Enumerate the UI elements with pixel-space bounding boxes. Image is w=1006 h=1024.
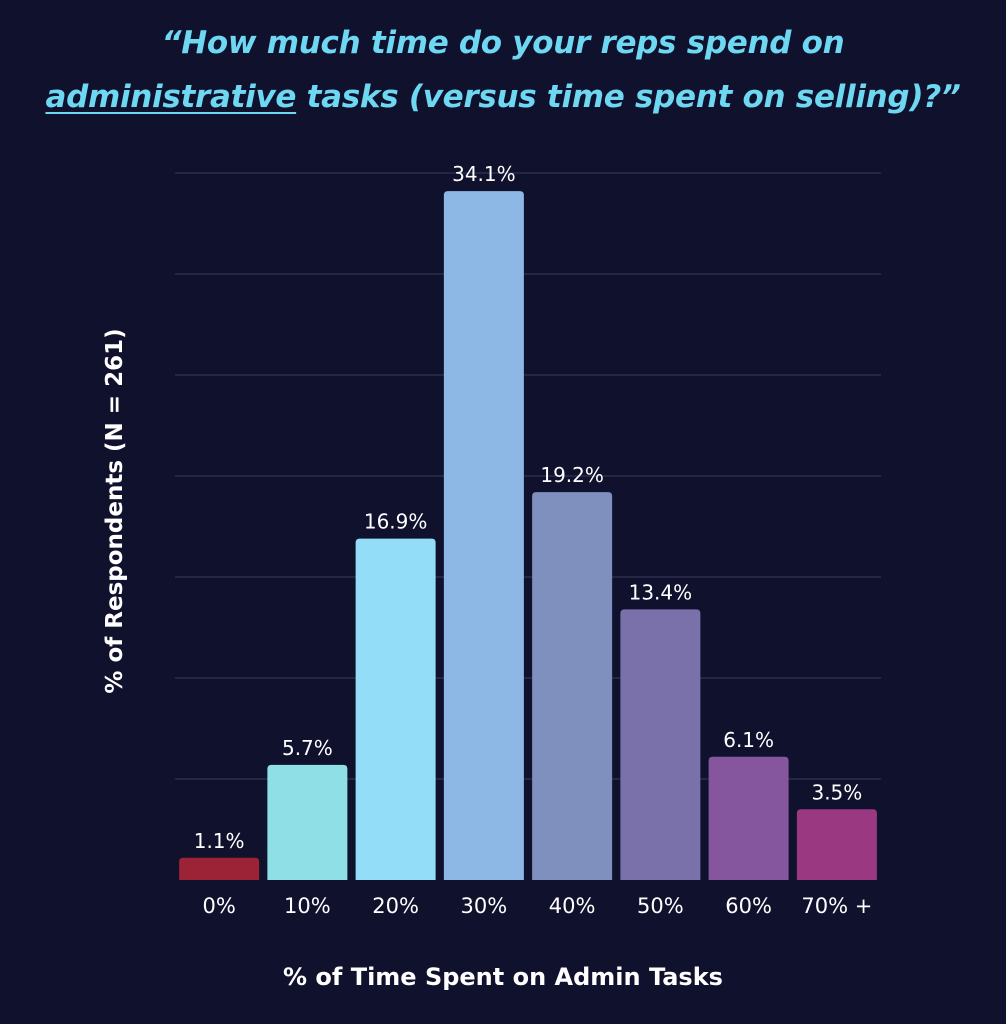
bar-50 [620, 609, 701, 880]
chart-title-emphasis: administrative [45, 79, 297, 115]
x-tick-label: 20% [372, 894, 419, 918]
value-label: 1.1% [194, 829, 245, 853]
x-tick-labels: 0% 10% 20% 30% 40% 50% 60% 70% + [202, 894, 872, 918]
chart-title-line-1: “How much time do your reps spend on [161, 25, 845, 61]
value-label: 13.4% [629, 580, 693, 604]
y-axis-label: % of Respondents (N = 261) [102, 328, 128, 694]
bar-60 [708, 756, 789, 880]
bars [179, 191, 877, 880]
value-label: 5.7% [282, 736, 333, 760]
bar-0 [179, 857, 260, 880]
value-label: 19.2% [540, 463, 604, 487]
bar-20 [355, 538, 436, 880]
bar-70 [796, 809, 877, 880]
x-tick-label: 40% [549, 894, 596, 918]
gridlines [175, 172, 881, 780]
x-tick-label: 60% [725, 894, 772, 918]
chart-title-line-2-rest: tasks (versus time spent on selling)?” [296, 79, 961, 115]
bar-30 [443, 191, 524, 880]
bar-40 [532, 492, 613, 880]
value-label: 16.9% [364, 510, 428, 534]
x-tick-label: 30% [461, 894, 508, 918]
bar-10 [267, 764, 348, 880]
value-label: 34.1% [452, 162, 516, 186]
x-tick-label: 0% [202, 894, 235, 918]
x-tick-label: 50% [637, 894, 684, 918]
value-label: 6.1% [723, 728, 774, 752]
x-axis-label: % of Time Spent on Admin Tasks [283, 963, 723, 991]
x-tick-label: 70% + [801, 894, 872, 918]
chart-title: “How much time do your reps spend on adm… [0, 16, 1006, 124]
chart-title-line-2: administrative tasks (versus time spent … [0, 70, 1006, 124]
value-label: 3.5% [811, 780, 862, 804]
x-tick-label: 10% [284, 894, 331, 918]
value-labels: 1.1% 5.7% 16.9% 34.1% 19.2% 13.4% 6.1% 3.5% [194, 162, 863, 853]
